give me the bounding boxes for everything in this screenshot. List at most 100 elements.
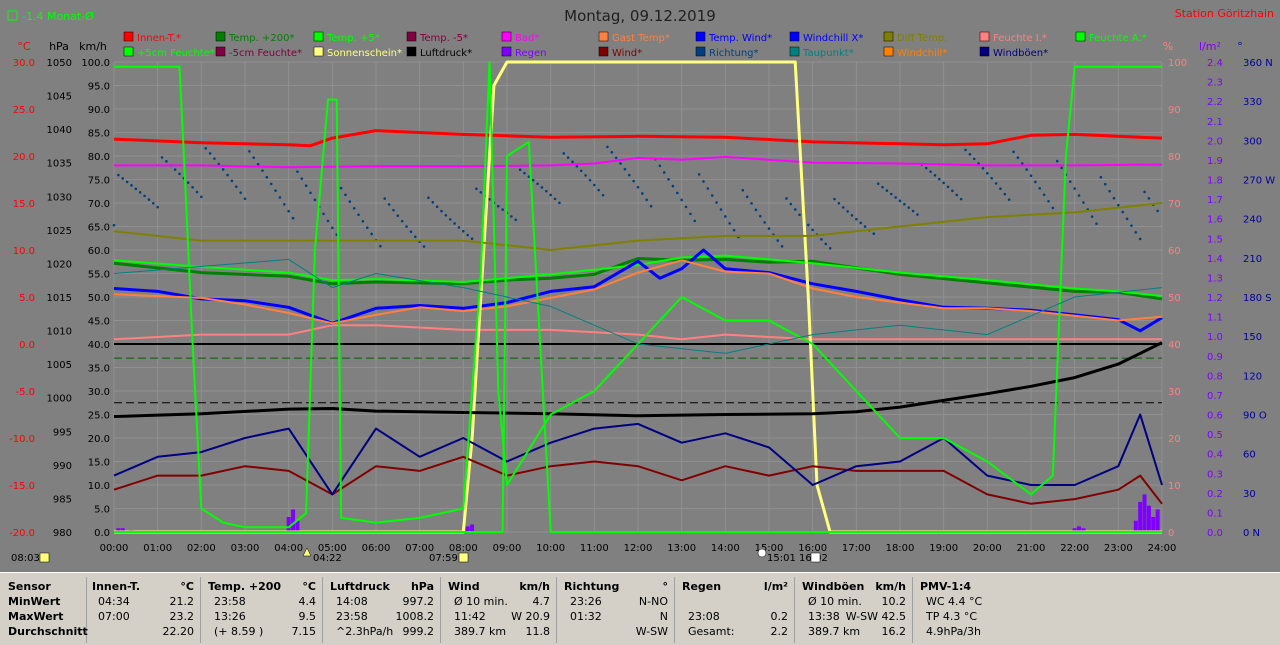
stats-column: Innen-T. °C 04:34 21.2 07:00 23.2 22.20	[88, 577, 201, 643]
direction-point	[361, 219, 365, 223]
direction-point	[894, 196, 897, 199]
rain-bar	[1146, 505, 1151, 532]
direction-point	[540, 186, 544, 189]
axis-tick-label: 75.0	[88, 176, 110, 187]
direction-point	[496, 204, 500, 208]
direction-point	[121, 177, 125, 180]
series-line	[114, 155, 1163, 169]
direction-point	[798, 213, 801, 217]
direction-point	[933, 174, 937, 177]
direction-point	[261, 169, 264, 172]
direction-point	[143, 194, 146, 198]
direction-point	[300, 177, 304, 180]
direction-point	[706, 187, 710, 190]
direction-point	[1125, 217, 1129, 221]
direction-point	[824, 242, 828, 246]
direction-point	[885, 189, 889, 192]
legend-swatch	[313, 46, 324, 57]
axis-tick-label: 60	[1243, 450, 1256, 461]
direction-point	[641, 192, 644, 195]
rain-bar	[295, 520, 300, 532]
axis-tick-label: 0.2	[1207, 489, 1223, 500]
direction-point	[999, 187, 1002, 191]
axis-tick-label: 55.0	[88, 270, 110, 281]
x-tick-label: 18:00	[886, 543, 915, 554]
stats-column: Temp. +200 °C 23:58 4.4 13:26 9.5 (+ 8.59 ) 7.1…	[204, 577, 323, 643]
axis-tick-label: 1.0	[1207, 332, 1223, 343]
direction-point	[370, 232, 373, 236]
axis-tick-label: 1030	[47, 192, 72, 203]
axis-tick-label: 5.0	[94, 505, 110, 516]
stats-cell-label: 13:26	[214, 610, 246, 623]
stats-cell-label: TP 4.3 °C	[926, 610, 978, 623]
direction-point	[1112, 196, 1116, 200]
unit-rain: l/m²	[1199, 40, 1221, 53]
axis-tick-label: 0.1	[1207, 508, 1223, 519]
direction-point	[684, 205, 688, 209]
axis-tick-label: 1015	[47, 293, 72, 304]
direction-point	[213, 157, 216, 160]
stats-cell-label: ^2.3hPa/h	[336, 625, 394, 638]
direction-point	[527, 175, 531, 178]
direction-point	[916, 213, 919, 216]
stats-panel: Sensor MinWert MaxWert Durchschnitt Inne…	[0, 572, 1280, 645]
stats-cell-label: 389.7 km	[454, 625, 507, 638]
axis-tick-label: 25.0	[13, 105, 35, 116]
legend-swatch	[406, 46, 417, 57]
direction-point	[138, 191, 142, 194]
direction-point	[536, 182, 539, 186]
axis-tick-label: 210	[1243, 254, 1262, 265]
direction-point	[462, 229, 465, 233]
legend-swatch	[695, 31, 706, 42]
unit-percent: %	[1163, 40, 1173, 53]
direction-point	[117, 173, 120, 177]
direction-point	[972, 157, 976, 161]
direction-point	[807, 223, 810, 227]
chart-title: Montag, 09.12.2019	[564, 7, 716, 25]
axis-tick-label: 10.0	[13, 246, 35, 257]
direction-point	[601, 193, 605, 197]
direction-point	[614, 156, 618, 160]
axis-tick-label: 300	[1243, 136, 1262, 147]
axis-tick-label: 10	[1168, 481, 1181, 492]
marker-sunrise: 04:22	[313, 553, 342, 564]
legend-swatch	[883, 31, 894, 42]
axis-tick-label: 330	[1243, 97, 1262, 108]
direction-point	[662, 171, 666, 174]
stats-cell-value: 21.2	[169, 595, 195, 608]
direction-point	[523, 171, 526, 175]
legend-swatch	[501, 46, 512, 57]
direction-point	[579, 169, 583, 173]
stats-column: PMV-1:4 WC 4.4 °C TP 4.3 °C 4.9hPa/3h	[916, 577, 1016, 643]
direction-point	[475, 187, 478, 191]
axis-tick-label: 1040	[47, 125, 72, 136]
legend-swatch	[313, 31, 324, 42]
legend-label: Taupunkt*	[802, 48, 854, 59]
stats-cell-label: 4.9hPa/3h	[926, 625, 982, 638]
rain-bar	[1151, 516, 1156, 532]
direction-point	[514, 218, 518, 222]
stats-cell-value: 2.2	[770, 625, 789, 638]
direction-point	[593, 183, 596, 187]
direction-point	[946, 185, 950, 189]
axis-tick-label: 1.4	[1207, 254, 1223, 265]
rain-bar	[1155, 509, 1160, 532]
stats-cell-value: 4.7	[532, 595, 551, 608]
direction-point	[964, 148, 967, 152]
legend-label: Innen-T.*	[137, 33, 181, 44]
axis-tick-label: 1050	[47, 58, 72, 69]
axis-tick-label: 30	[1168, 387, 1181, 398]
direction-point	[440, 209, 443, 213]
direction-point	[1121, 210, 1124, 214]
direction-point	[1029, 174, 1033, 177]
direction-point	[724, 215, 727, 218]
direction-point	[1138, 237, 1142, 241]
direction-point	[283, 203, 286, 206]
direction-point	[252, 156, 256, 160]
direction-point	[479, 191, 483, 194]
legend-label: Richtung*	[709, 48, 759, 59]
axis-tick-label: 45.0	[88, 317, 110, 328]
direction-point	[383, 197, 387, 200]
direction-point	[667, 177, 670, 181]
stats-cell-value: 0.2	[770, 610, 789, 623]
